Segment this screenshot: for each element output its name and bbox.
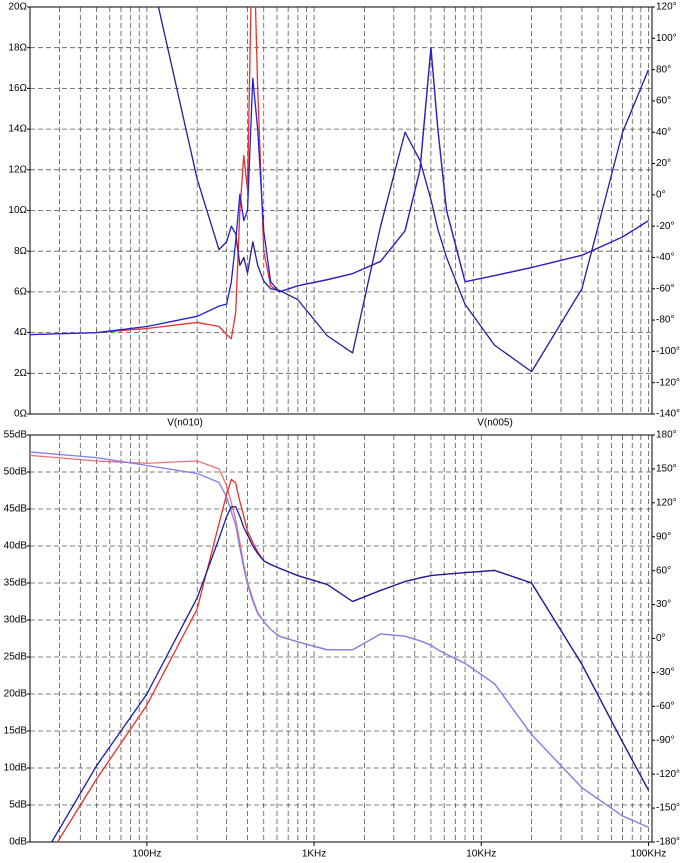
y2-tick-label: -180° xyxy=(656,837,680,848)
series-line xyxy=(30,454,649,828)
y2-tick-label: -150° xyxy=(656,803,680,814)
y2-tick-label: 90° xyxy=(656,531,671,542)
y2-tick-label: -90° xyxy=(656,735,674,746)
x-tick-label: 100Hz xyxy=(132,849,161,860)
y2-tick-label: 30° xyxy=(656,599,671,610)
y-tick-label: 55dB xyxy=(4,430,28,441)
y-tick-label: 10dB xyxy=(4,763,28,774)
y-tick-label: 50dB xyxy=(4,467,28,478)
series-layer xyxy=(30,7,650,373)
y-tick-label: 18Ω xyxy=(8,42,27,53)
y2-tick-label: -120° xyxy=(656,769,680,780)
plot-panel: 0Ω 2Ω 4Ω 6Ω 8Ω 10Ω 12Ω 14Ω 16Ω 18Ω 20Ω -140° -120° -1… xyxy=(8,2,680,429)
series-layer xyxy=(30,451,650,842)
y-tick-label: 40dB xyxy=(4,541,28,552)
y2-tick-label: -40° xyxy=(656,252,674,263)
y-tick-label: 10Ω xyxy=(8,205,27,216)
y2-tick-label: 100° xyxy=(656,33,677,44)
y-tick-label: 6Ω xyxy=(14,287,28,298)
y2-tick-label: 180° xyxy=(656,430,677,441)
x-tick-label: 10KHz xyxy=(466,849,496,860)
series-line xyxy=(157,7,650,373)
x-tick-label: 100KHz xyxy=(631,849,667,860)
y-tick-label: 30dB xyxy=(4,615,28,626)
series-line xyxy=(30,7,649,340)
y-tick-label: 45dB xyxy=(4,504,28,515)
y-tick-label: 15dB xyxy=(4,726,28,737)
y2-tick-label: 60° xyxy=(656,565,671,576)
y2-tick-label: 20° xyxy=(656,158,671,169)
y2-tick-label: -80° xyxy=(656,315,674,326)
legend-label: V(n005) xyxy=(477,418,513,429)
y2-tick-label: -120° xyxy=(656,377,680,388)
plot-frame xyxy=(29,6,653,415)
y2-tick-label: 60° xyxy=(656,96,671,107)
y2-tick-label: 0° xyxy=(656,189,666,200)
y2-tick-label: -100° xyxy=(656,346,680,357)
y2-tick-label: 40° xyxy=(656,127,671,138)
y-tick-label: 8Ω xyxy=(14,246,28,257)
y-tick-label: 5dB xyxy=(9,800,27,811)
y-tick-label: 4Ω xyxy=(14,327,28,338)
y2-tick-label: -30° xyxy=(656,667,674,678)
y2-tick-label: 120° xyxy=(656,2,677,13)
x-tick-label: 1KHz xyxy=(302,849,326,860)
y2-tick-label: -60° xyxy=(656,283,674,294)
y2-tick-label: 120° xyxy=(656,497,677,508)
y-tick-label: 0dB xyxy=(9,837,27,848)
series-line xyxy=(30,451,649,828)
y-tick-label: 14Ω xyxy=(8,124,27,135)
y2-tick-label: 0° xyxy=(656,633,666,644)
plot-panel: 100Hz 1KHz 10KHz 100KHz 0dB 5dB 10dB 15dB 20dB 25… xyxy=(4,430,680,860)
y-tick-label: 35dB xyxy=(4,578,28,589)
series-line xyxy=(50,506,650,842)
legend-label: V(n010) xyxy=(167,418,203,429)
y2-tick-label: 150° xyxy=(656,464,677,475)
y2-tick-label: -20° xyxy=(656,221,674,232)
series-line xyxy=(56,478,650,842)
y-tick-label: 20dB xyxy=(4,689,28,700)
y-tick-label: 0Ω xyxy=(14,409,28,420)
y-tick-label: 20Ω xyxy=(8,2,27,13)
y2-tick-label: -60° xyxy=(656,701,674,712)
y-tick-label: 25dB xyxy=(4,652,28,663)
y-tick-label: 12Ω xyxy=(8,164,27,175)
plot-frame xyxy=(29,434,653,843)
series-line xyxy=(30,47,649,336)
y-tick-label: 2Ω xyxy=(14,368,28,379)
y2-tick-label: -140° xyxy=(656,409,680,420)
y-tick-label: 16Ω xyxy=(8,83,27,94)
y2-tick-label: 80° xyxy=(656,64,671,75)
